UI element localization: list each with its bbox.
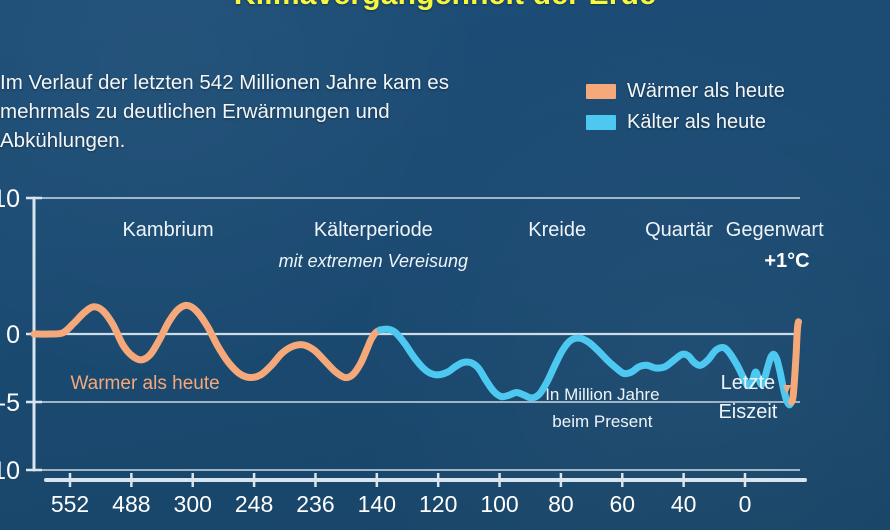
y-tick-label-1: 0: [6, 321, 20, 349]
present-temperature: +1°C: [764, 250, 809, 272]
page-title: Klimavergangenheit der Erde: [0, 0, 890, 12]
x-tick-label-4: 236: [296, 491, 334, 517]
annotation-last-ice-age-1: Letzte: [721, 372, 775, 394]
x-tick-label-10: 40: [671, 491, 697, 517]
x-tick-label-3: 248: [235, 491, 273, 517]
era-quartaer: Quartär: [645, 219, 713, 241]
chart-svg: 100-5-105524883002482361401201008060400M…: [0, 185, 824, 517]
x-tick-label-9: 60: [609, 491, 635, 517]
x-tick-label-6: 120: [419, 491, 457, 517]
annotation-last-ice-age-2: Eiszeit: [718, 401, 777, 423]
x-tick-label-5: 140: [358, 491, 396, 517]
legend-swatch-warm-icon: [586, 84, 616, 99]
series-line-2: [376, 325, 796, 409]
series-line-3: [788, 318, 802, 406]
series-line-1: [30, 301, 384, 382]
legend-label-warm: Wärmer als heute: [627, 80, 785, 102]
ice-age-pointer-icon: [783, 385, 791, 394]
y-tick-label-0: 10: [0, 185, 20, 213]
era-kaelteperiode: Kälterperiode: [314, 219, 433, 241]
era-kaelteperiode-sub: mit extremen Vereisung: [279, 251, 468, 271]
legend-item-warm: Wärmer als heute: [586, 76, 785, 107]
intro-line-3: Abkühlungen.: [0, 129, 126, 152]
x-tick-label-7: 100: [480, 491, 518, 517]
intro-line-2: mehrmals zu deutlichen Erwärmungen und: [0, 100, 390, 123]
x-tick-label-8: 80: [548, 491, 574, 517]
x-tick-label-1: 488: [112, 491, 150, 517]
y-tick-label-2: -5: [0, 389, 20, 417]
intro-line-1: Im Verlauf der letzten 542 Millionen Jah…: [0, 71, 449, 94]
climate-history-chart: 100-5-105524883002482361401201008060400M…: [0, 180, 890, 530]
intro-paragraph: Im Verlauf der letzten 542 Millionen Jah…: [0, 68, 545, 155]
annotation-million-years-1: In Million Jahre: [545, 385, 659, 404]
annotation-warmer: Warmer als heute: [70, 373, 219, 394]
x-tick-label-11: 0: [739, 491, 752, 517]
era-kambrium: Kambrium: [122, 219, 213, 241]
x-tick-label-2: 300: [174, 491, 212, 517]
legend-label-cold: Kälter als heute: [627, 111, 766, 133]
era-gegenwart: Gegenwart: [726, 219, 824, 241]
legend-item-cold: Kälter als heute: [586, 107, 785, 138]
era-kreide: Kreide: [528, 219, 586, 241]
chart-legend: Wärmer als heute Kälter als heute: [586, 76, 785, 138]
legend-swatch-cold-icon: [586, 115, 616, 130]
y-tick-label-3: -10: [0, 457, 20, 485]
x-tick-label-0: 552: [51, 491, 89, 517]
annotation-million-years-2: beim Present: [552, 412, 652, 431]
